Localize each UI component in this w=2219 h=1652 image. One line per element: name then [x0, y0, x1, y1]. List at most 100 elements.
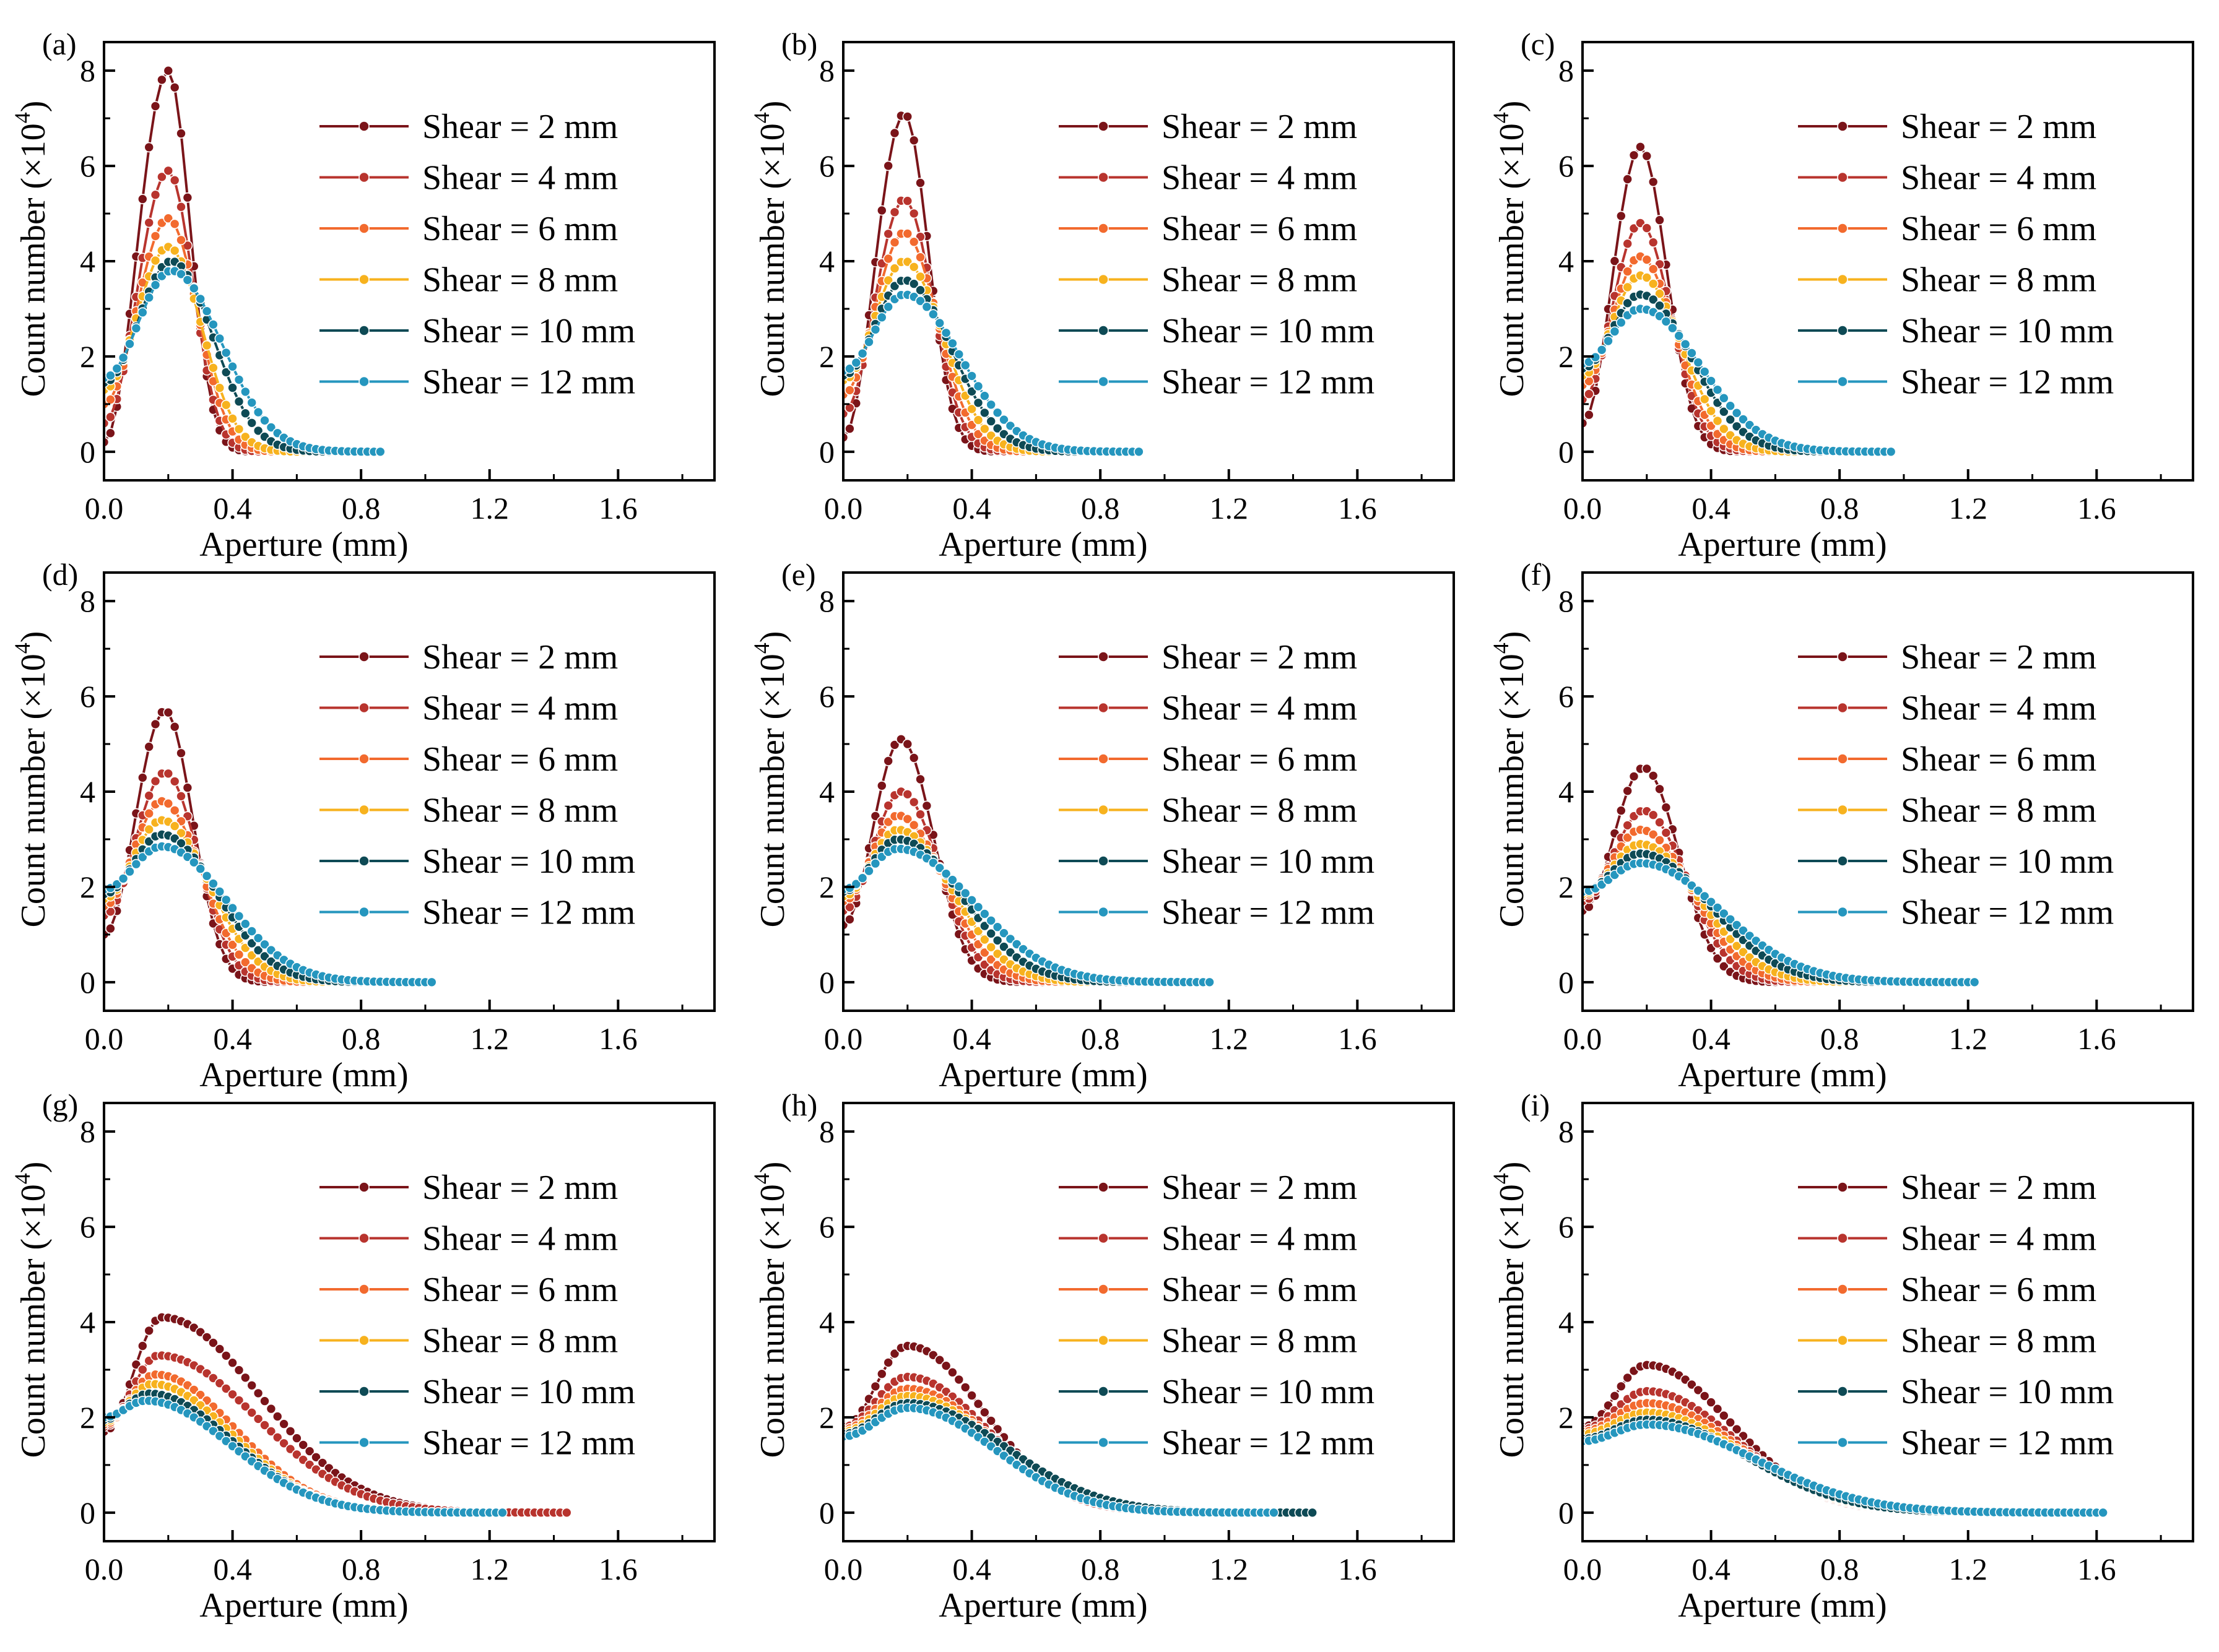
- data-point: [208, 1338, 219, 1348]
- data-point: [105, 412, 116, 423]
- legend-marker: [358, 171, 370, 183]
- legend-label: Shear = 2 mm: [1162, 1169, 1357, 1207]
- data-point: [118, 873, 129, 884]
- data-point: [940, 327, 952, 339]
- data-point: [253, 1414, 264, 1424]
- data-point: [285, 1443, 296, 1455]
- data-point: [1648, 176, 1659, 188]
- data-point: [1622, 820, 1633, 831]
- x-tick-label: 0.0: [1563, 1021, 1602, 1056]
- legend-label: Shear = 8 mm: [422, 261, 618, 300]
- panel-d: 0.0 0.4 0.8 1.2 1.6 0 2 4 6 8(d) Aperture (mm) Coun…: [10, 557, 716, 1094]
- legend-label: Shear = 6 mm: [1901, 210, 2096, 248]
- data-point: [1654, 300, 1665, 311]
- data-point: [163, 707, 174, 718]
- data-point: [1635, 142, 1646, 152]
- data-point: [214, 886, 225, 897]
- x-tick-label: 0.0: [85, 491, 124, 525]
- data-point: [137, 307, 148, 318]
- legend: Shear = 2 mm Shear = 4 mm Shear = 6 mm Shea…: [1798, 638, 2114, 932]
- data-point: [157, 171, 167, 183]
- legend-marker: [1098, 376, 1109, 387]
- data-point: [1693, 1385, 1704, 1396]
- data-point: [883, 800, 893, 811]
- x-tick-label: 0.4: [213, 1021, 252, 1056]
- data-point: [1731, 1424, 1742, 1435]
- data-point: [992, 407, 1003, 418]
- legend-label: Shear = 12 mm: [1162, 894, 1374, 932]
- series-group: [1583, 142, 1896, 457]
- data-point: [915, 252, 926, 262]
- x-tick-label: 0.0: [85, 1021, 124, 1056]
- legend-marker: [1098, 702, 1109, 714]
- legend-marker: [1837, 804, 1848, 816]
- data-point: [908, 820, 919, 831]
- data-point: [233, 423, 245, 435]
- y-tick-label: 8: [819, 584, 835, 618]
- data-point: [246, 397, 258, 408]
- data-point: [1616, 805, 1626, 816]
- data-point: [214, 383, 225, 394]
- legend-marker: [1098, 804, 1109, 816]
- y-tick-label: 4: [1558, 1305, 1574, 1339]
- data-point: [999, 928, 1009, 938]
- data-point: [201, 306, 212, 317]
- x-tick-label: 1.2: [1948, 491, 1987, 525]
- y-tick-label: 8: [819, 1114, 835, 1149]
- legend-label: Shear = 6 mm: [422, 210, 618, 248]
- data-point: [934, 1354, 945, 1365]
- data-point: [889, 263, 900, 274]
- legend-marker: [1837, 376, 1848, 387]
- data-point: [497, 1507, 508, 1518]
- data-point: [1674, 331, 1684, 341]
- y-tick-label: 6: [819, 1209, 835, 1244]
- data-point: [292, 1433, 302, 1443]
- y-tick-label: 0: [1558, 435, 1574, 469]
- data-point: [144, 217, 154, 228]
- legend-marker: [1837, 1284, 1848, 1295]
- y-tick-label: 2: [80, 1400, 95, 1435]
- panel-label: (a): [42, 27, 77, 61]
- legend-label: Shear = 2 mm: [422, 1169, 618, 1207]
- data-point: [1687, 348, 1697, 358]
- y-tick-label: 6: [1558, 149, 1574, 183]
- data-point: [144, 142, 154, 153]
- legend-marker: [1837, 753, 1848, 764]
- data-point: [947, 338, 958, 349]
- data-point: [137, 852, 148, 863]
- x-tick-label: 0.8: [342, 1021, 381, 1056]
- data-point: [144, 1325, 154, 1336]
- y-tick-label: 4: [819, 1305, 835, 1339]
- data-point: [940, 1360, 952, 1371]
- legend-label: Shear = 12 mm: [1901, 363, 2114, 402]
- data-point: [169, 721, 180, 732]
- legend-marker: [358, 1386, 370, 1397]
- x-tick-label: 0.8: [1081, 1552, 1120, 1586]
- legend-marker: [1837, 855, 1848, 867]
- data-point: [1661, 828, 1672, 838]
- data-point: [163, 213, 174, 224]
- data-point: [947, 875, 958, 885]
- x-tick-label: 1.2: [470, 491, 509, 525]
- data-point: [253, 945, 264, 956]
- data-point: [124, 339, 135, 349]
- legend-label: Shear = 8 mm: [1162, 261, 1357, 300]
- legend-label: Shear = 6 mm: [1901, 740, 2096, 779]
- data-point: [182, 782, 193, 793]
- x-axis-title: Aperture (mm): [1678, 1056, 1887, 1094]
- data-point: [1719, 423, 1729, 435]
- data-point: [105, 428, 116, 439]
- data-point: [877, 1369, 887, 1379]
- legend-marker: [1837, 171, 1848, 183]
- legend-marker: [1837, 702, 1848, 714]
- data-point: [1699, 366, 1710, 377]
- data-point: [889, 1348, 900, 1359]
- data-point: [953, 349, 965, 360]
- x-tick-label: 1.6: [2077, 491, 2116, 525]
- data-point: [144, 292, 154, 303]
- data-point: [240, 1372, 251, 1383]
- data-point: [986, 416, 996, 426]
- data-point: [1641, 150, 1652, 162]
- data-point: [182, 274, 193, 285]
